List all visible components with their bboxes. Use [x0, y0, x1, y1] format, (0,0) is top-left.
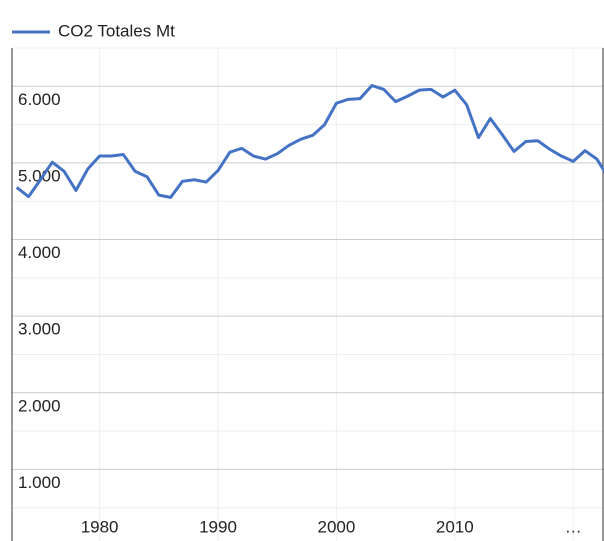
y-tick-label: 6.000	[18, 90, 61, 109]
y-tick-label: 3.000	[18, 320, 61, 339]
x-tick-label: 2010	[436, 517, 474, 536]
series-line	[15, 84, 604, 199]
y-tick-label: 2.000	[18, 396, 61, 415]
y-tick-label: 1.000	[18, 473, 61, 492]
y-tick-label: 5.000	[18, 166, 61, 185]
x-tick-label: …	[565, 517, 582, 536]
legend-label: CO2 Totales Mt	[58, 21, 175, 40]
x-tick-label: 1990	[199, 517, 237, 536]
x-tick-label: 2000	[318, 517, 356, 536]
y-tick-label: 4.000	[18, 243, 61, 262]
x-tick-label: 1980	[81, 517, 119, 536]
